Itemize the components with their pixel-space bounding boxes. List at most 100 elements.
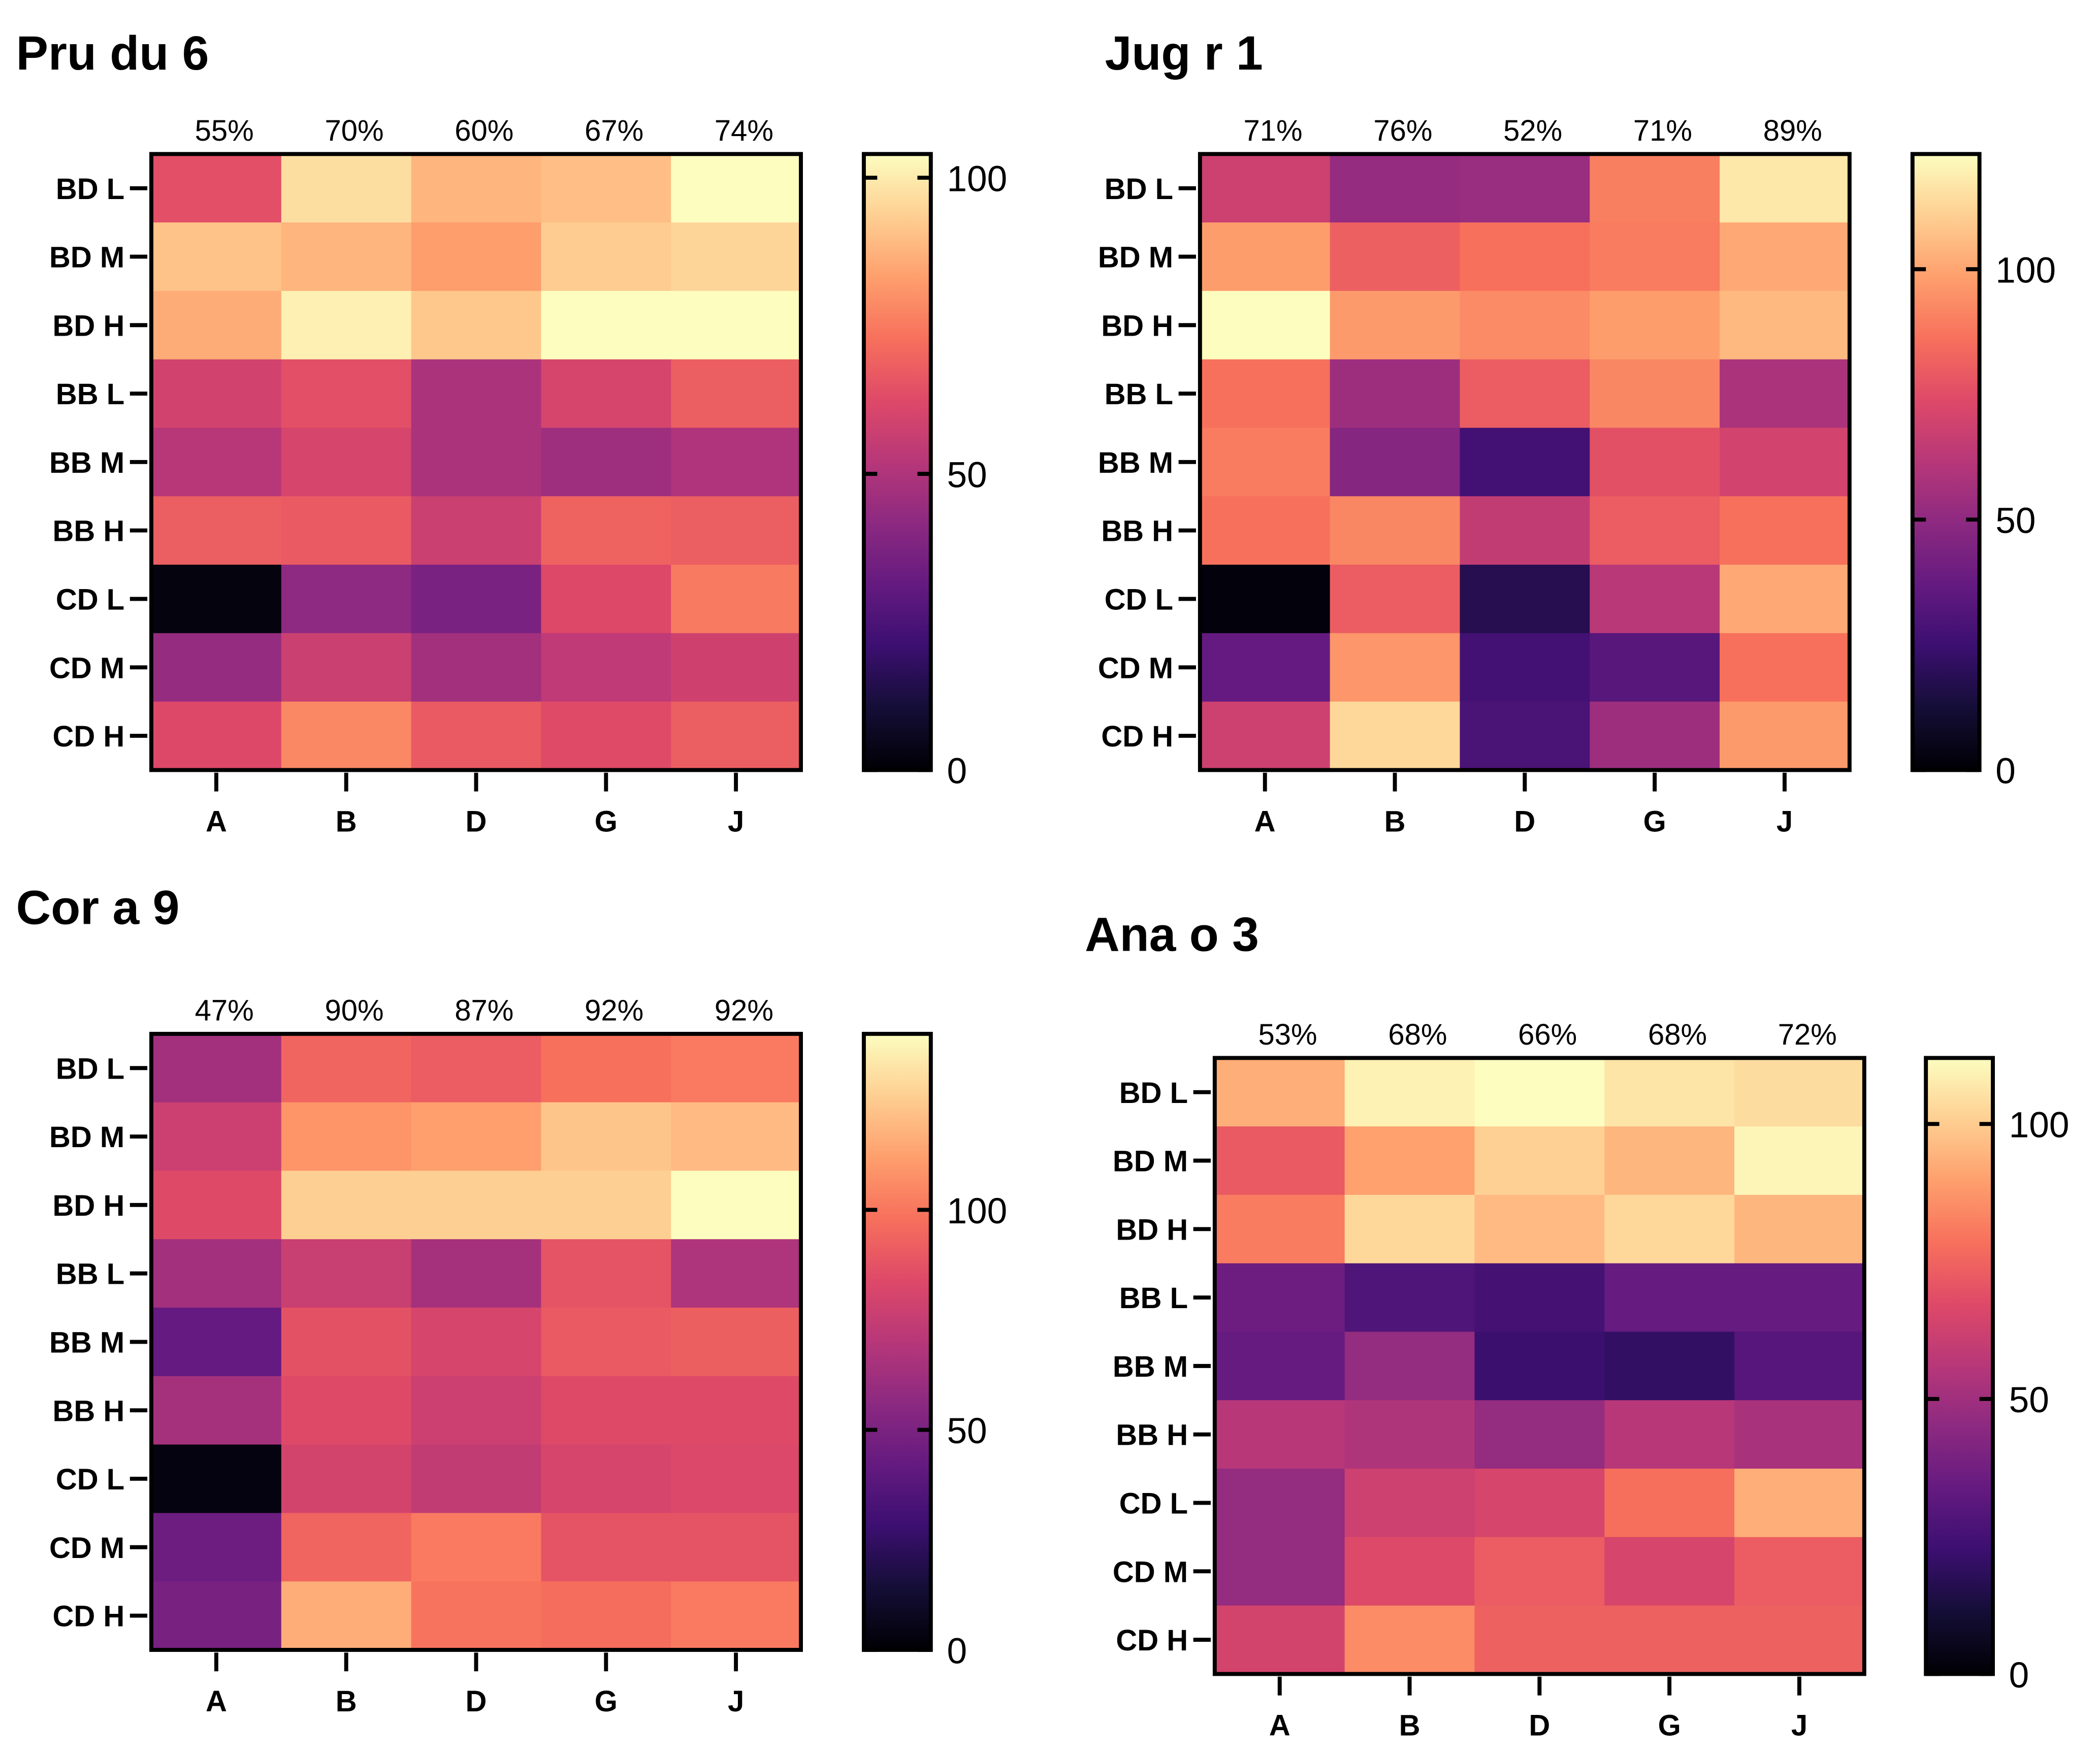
heatmap-cell	[671, 359, 802, 429]
colorbar-tick-label: 100	[947, 1191, 1007, 1231]
heatmap-cell	[671, 1239, 802, 1309]
row-label: BB H	[1116, 1419, 1188, 1452]
heatmap-cell	[1344, 1400, 1475, 1470]
heatmap-cell	[1734, 1400, 1865, 1470]
heatmap-cell	[541, 428, 672, 497]
colorbar-tick-label: 100	[947, 159, 1007, 199]
row-label: CD H	[1116, 1624, 1188, 1657]
column-percentage: 71%	[1244, 114, 1303, 147]
panel-title: Cor a 9	[16, 881, 180, 935]
colorbar-tick-label: 100	[2009, 1106, 2070, 1146]
heatmap-cell	[151, 1239, 282, 1309]
heatmap-cell	[151, 428, 282, 497]
heatmap-cell	[1474, 1605, 1605, 1675]
heatmap-cell	[1474, 1332, 1605, 1401]
heatmap-cell	[281, 1513, 412, 1582]
heatmap-cell	[1330, 428, 1461, 497]
row-label: CD M	[49, 1532, 124, 1565]
heatmap-cell	[1604, 1469, 1735, 1538]
heatmap-cell	[541, 1308, 672, 1377]
heatmap-cell	[151, 1581, 282, 1651]
heatmap-cell	[281, 564, 412, 634]
heatmap-cell	[1214, 1469, 1345, 1538]
row-label: CD M	[1113, 1555, 1188, 1588]
column-percentage: 92%	[715, 994, 773, 1027]
colorbar	[1924, 1056, 1995, 1676]
heatmap-cell	[1330, 359, 1461, 429]
column-label: J	[728, 805, 744, 838]
row-label: BB L	[1105, 378, 1173, 411]
row-label: CD M	[1098, 652, 1173, 685]
heatmap-cell	[1214, 1263, 1345, 1333]
heatmap-cell	[541, 1581, 672, 1651]
heatmap-cell	[1200, 359, 1331, 429]
row-label: CD L	[56, 583, 124, 616]
heatmap-cell	[1720, 359, 1851, 429]
column-percentage: 87%	[455, 994, 513, 1027]
heatmap-cell	[1200, 290, 1331, 360]
heatmap-cell	[541, 154, 672, 223]
colorbar	[1910, 152, 1982, 772]
column-percentage: 66%	[1518, 1018, 1577, 1051]
colorbar-tick-label: 50	[947, 1411, 987, 1451]
column-label: J	[1776, 805, 1793, 838]
row-label: BB L	[56, 378, 124, 411]
heatmap-cell	[541, 1513, 672, 1582]
heatmap-cell	[1344, 1194, 1475, 1264]
heatmap-cell	[671, 633, 802, 702]
heatmap-cell	[411, 1376, 542, 1445]
heatmap-cell	[281, 1171, 412, 1240]
heatmap-cell	[1344, 1058, 1475, 1127]
heatmap-cell	[281, 290, 412, 360]
heatmap-cell	[281, 1444, 412, 1514]
column-label: B	[1384, 805, 1406, 838]
heatmap-cell	[1460, 496, 1591, 566]
column-label: D	[1514, 805, 1535, 838]
heatmap-cell	[1720, 290, 1851, 360]
heatmap-cell	[671, 1171, 802, 1240]
heatmap-cell	[1460, 154, 1591, 223]
row-label: BD L	[1119, 1077, 1188, 1110]
column-label: A	[1254, 805, 1276, 838]
heatmap-cell	[1460, 701, 1591, 771]
heatmap-cell	[151, 701, 282, 771]
column-label: J	[1791, 1709, 1807, 1742]
heatmap-cell	[411, 428, 542, 497]
heatmap-cell	[1590, 154, 1721, 223]
heatmap-cell	[1460, 428, 1591, 497]
column-label: B	[336, 1685, 357, 1718]
heatmap-cell	[151, 1308, 282, 1377]
row-label: BD M	[49, 1121, 124, 1154]
heatmap-cell	[411, 633, 542, 702]
row-label: CD L	[56, 1463, 124, 1496]
heatmap-cell	[1734, 1537, 1865, 1606]
colorbar-tick-label: 50	[1995, 501, 2036, 541]
heatmap-cell	[1330, 564, 1461, 634]
column-percentage: 89%	[1763, 114, 1822, 147]
column-label: D	[1529, 1709, 1550, 1742]
colorbar-tick-label: 0	[2009, 1655, 2029, 1696]
heatmap-cell	[1344, 1126, 1475, 1196]
heatmap-cell	[1720, 633, 1851, 702]
column-label: G	[1643, 805, 1666, 838]
heatmap-cell	[411, 564, 542, 634]
heatmap-cell	[671, 564, 802, 634]
heatmap-cell	[1734, 1263, 1865, 1333]
heatmap-cell	[281, 1033, 412, 1103]
heatmap-cell	[671, 1513, 802, 1582]
heatmap-cell	[411, 222, 542, 292]
heatmap-cell	[411, 290, 542, 360]
column-label: A	[206, 805, 227, 838]
column-percentage: 90%	[325, 994, 383, 1027]
colorbar-tick-label: 50	[2009, 1380, 2049, 1420]
row-label: BB L	[1119, 1282, 1188, 1315]
column-percentage: 72%	[1778, 1018, 1837, 1051]
heatmap-cell	[671, 701, 802, 771]
row-label: BB H	[52, 1394, 124, 1427]
heatmap-cell	[1590, 290, 1721, 360]
heatmap-cell	[151, 633, 282, 702]
column-percentage: 53%	[1258, 1018, 1317, 1051]
heatmap-cell	[1474, 1194, 1605, 1264]
heatmap-cell	[1330, 154, 1461, 223]
heatmap-cell	[411, 1444, 542, 1514]
